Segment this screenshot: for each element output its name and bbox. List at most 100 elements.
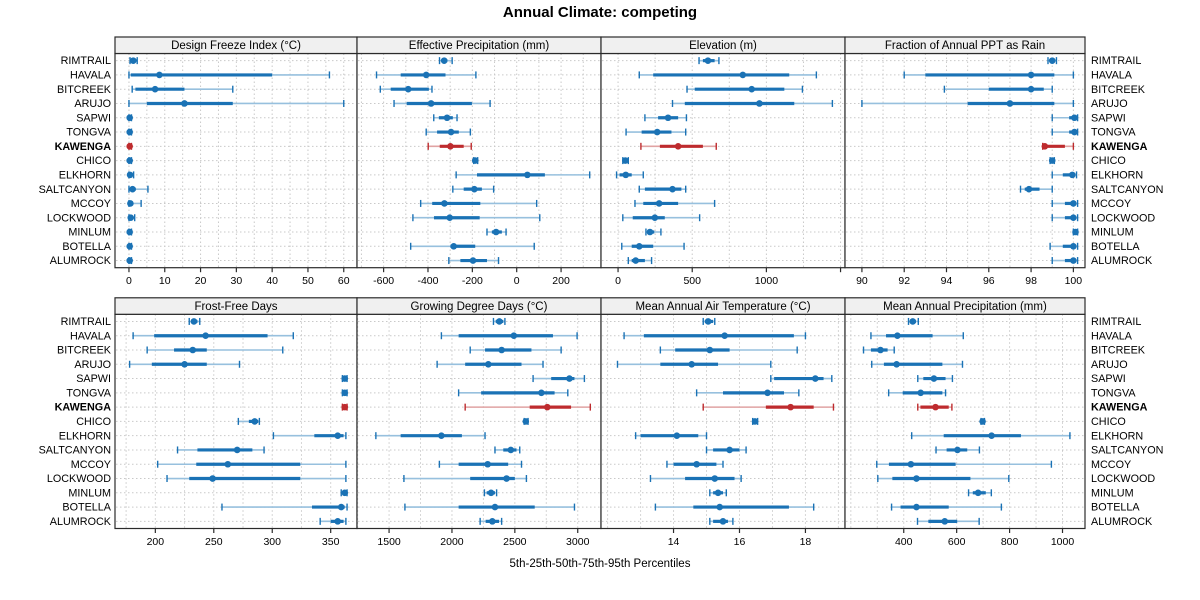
median-dot bbox=[126, 228, 133, 236]
interval-row-rimtrail bbox=[188, 317, 201, 325]
median-dot bbox=[129, 185, 136, 193]
interval-row-sapwi bbox=[644, 114, 688, 122]
site-label-left: SALTCANYON bbox=[39, 445, 111, 457]
interval-row-minlum bbox=[486, 228, 507, 236]
interval-row-bitcreek bbox=[686, 85, 804, 93]
axis-tick-label: -600 bbox=[373, 275, 394, 287]
site-label-left: ELKHORN bbox=[59, 169, 111, 181]
median-dot bbox=[894, 332, 901, 340]
median-dot bbox=[522, 418, 530, 425]
site-label-left: LOCKWOOD bbox=[47, 212, 111, 224]
median-dot bbox=[126, 143, 133, 150]
site-label-left: KAWENGA bbox=[55, 141, 112, 153]
axis-tick-label: 50 bbox=[302, 275, 314, 287]
interval-row-tongva bbox=[625, 128, 687, 136]
median-dot bbox=[491, 503, 499, 511]
median-dot bbox=[622, 157, 629, 164]
interval-row-havala bbox=[375, 71, 477, 79]
interval-row-elkhorn bbox=[375, 432, 486, 440]
median-dot bbox=[334, 432, 342, 439]
axis-tick-label: 0 bbox=[126, 275, 132, 287]
site-label-left: ARUJO bbox=[74, 98, 111, 110]
axis-tick-label: 400 bbox=[895, 536, 913, 548]
median-dot bbox=[1071, 114, 1078, 122]
interval-row-mccoy bbox=[156, 460, 347, 468]
interval-row-rimtrail bbox=[129, 57, 138, 65]
median-dot bbox=[748, 85, 756, 93]
median-dot bbox=[664, 114, 672, 122]
median-dot bbox=[787, 403, 794, 411]
median-dot bbox=[1027, 85, 1035, 93]
site-label-left: ELKHORN bbox=[59, 430, 111, 442]
interval-row-tongva bbox=[126, 128, 133, 136]
interval-row-botella bbox=[404, 503, 576, 511]
axis-tick-label: 90 bbox=[856, 275, 868, 287]
axis-tick-label: 18 bbox=[800, 536, 812, 548]
interval-row-bitcreek bbox=[862, 346, 895, 354]
median-dot bbox=[988, 432, 995, 439]
site-label-right: HAVALA bbox=[1091, 330, 1133, 342]
axis-tick-label: 1000 bbox=[1051, 536, 1075, 548]
site-label-left: KAWENGA bbox=[55, 402, 112, 414]
axis-tick-label: 30 bbox=[231, 275, 243, 287]
panel-design-freeze-index-c: Design Freeze Index (°C) 0 10 20 30 40 50 60 bbox=[114, 36, 358, 287]
median-dot bbox=[1070, 214, 1077, 222]
interval-row-havala bbox=[870, 332, 964, 340]
median-dot bbox=[507, 446, 515, 454]
axis-tick-label: 20 bbox=[195, 275, 207, 287]
interval-row-elkhorn bbox=[910, 432, 1071, 440]
median-dot bbox=[471, 157, 479, 164]
median-dot bbox=[726, 446, 733, 454]
interval-row-botella bbox=[126, 242, 133, 250]
interval-row-alumrock bbox=[627, 257, 653, 265]
site-label-left: HAVALA bbox=[70, 330, 112, 342]
site-label-left: MCCOY bbox=[71, 198, 111, 210]
interval-row-sapwi bbox=[770, 375, 833, 383]
site-label-left: LOCKWOOD bbox=[47, 473, 111, 485]
interval-row-lockwood bbox=[412, 214, 541, 222]
median-dot bbox=[447, 143, 454, 150]
site-label-left: SALTCANYON bbox=[39, 184, 111, 196]
interval-row-tongva bbox=[425, 128, 472, 136]
median-dot bbox=[126, 242, 133, 250]
site-label-left: CHICO bbox=[76, 416, 111, 428]
median-dot bbox=[653, 128, 661, 136]
page-title: Annual Climate: competing bbox=[502, 4, 698, 21]
interval-row-rimtrail bbox=[702, 317, 716, 325]
axis-tick-label: 2500 bbox=[503, 536, 527, 548]
site-label-right: BOTELLA bbox=[1091, 502, 1140, 514]
interval-row-mccoy bbox=[1051, 199, 1079, 207]
panel-strip bbox=[844, 297, 1086, 315]
interval-row-kawenga bbox=[1041, 142, 1075, 150]
interval-row-botella bbox=[621, 242, 685, 250]
axis-tick-label: 600 bbox=[948, 536, 966, 548]
interval-row-saltcanyon bbox=[176, 446, 265, 454]
interval-row-bitcreek bbox=[146, 346, 284, 354]
site-label-right: ELKHORN bbox=[1091, 169, 1143, 181]
interval-row-chico bbox=[1048, 157, 1056, 165]
median-dot bbox=[524, 171, 531, 179]
site-label-right: MINLUM bbox=[1091, 227, 1134, 239]
median-dot bbox=[674, 143, 682, 150]
interval-row-saltcanyon bbox=[1019, 185, 1053, 193]
median-dot bbox=[635, 242, 643, 250]
interval-row-elkhorn bbox=[615, 171, 644, 179]
panel-fraction-of-annual-ppt-as-rain: Fraction of Annual PPT as Rain 90 92 94 96 98… bbox=[844, 36, 1086, 287]
median-dot bbox=[427, 100, 435, 107]
site-label-left: ALUMROCK bbox=[50, 516, 112, 528]
interval-row-botella bbox=[890, 503, 1003, 511]
site-label-right: TONGVA bbox=[1091, 127, 1136, 139]
median-dot bbox=[127, 200, 134, 207]
interval-row-mccoy bbox=[127, 199, 142, 207]
median-dot bbox=[485, 360, 492, 368]
median-dot bbox=[1069, 171, 1076, 179]
interval-row-tongva bbox=[341, 389, 349, 397]
interval-row-mccoy bbox=[438, 460, 523, 468]
median-dot bbox=[673, 432, 681, 439]
interval-row-tongva bbox=[887, 389, 947, 397]
interval-row-mccoy bbox=[634, 199, 716, 207]
site-label-left: BOTELLA bbox=[62, 241, 111, 253]
site-label-right: SALTCANYON bbox=[1091, 184, 1163, 196]
site-label-right: KAWENGA bbox=[1091, 141, 1148, 153]
